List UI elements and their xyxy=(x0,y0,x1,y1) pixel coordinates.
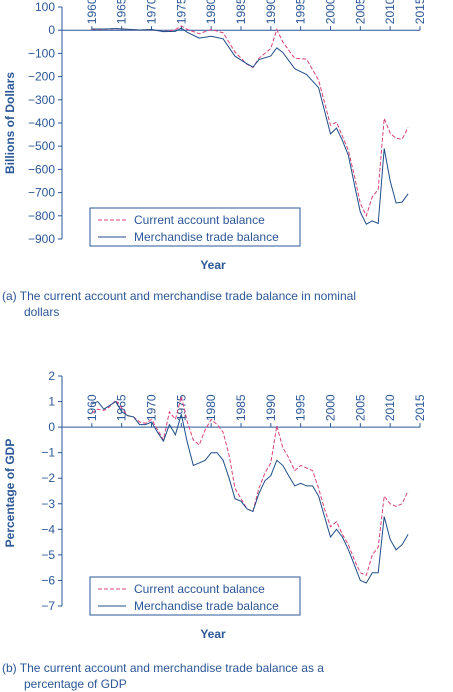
x-tick-label: 1985 xyxy=(234,0,248,24)
x-tick-label: 1995 xyxy=(294,0,308,24)
y-tick-label: −7 xyxy=(41,599,55,613)
x-tick-label: 1980 xyxy=(204,394,218,421)
x-tick-label: 2010 xyxy=(383,394,397,421)
y-axis-label: Percentage of GDP xyxy=(3,439,17,548)
x-tick-label: 1965 xyxy=(115,0,129,24)
y-tick-label: −2 xyxy=(41,471,55,485)
legend-entry: Current account balance xyxy=(134,582,265,596)
legend: Current account balance Merchandise trade… xyxy=(89,576,301,616)
y-tick-label: −500 xyxy=(28,139,55,153)
x-tick-label: 2015 xyxy=(413,0,427,24)
x-axis-label: Year xyxy=(200,627,226,641)
x-axis-label: Year xyxy=(200,258,226,272)
y-tick-label: 0 xyxy=(48,23,55,37)
y-tick-label: 2 xyxy=(48,369,55,383)
y-tick-label: −900 xyxy=(28,232,55,246)
caption-a-line2: dollars xyxy=(24,305,60,319)
x-tick-label: 2015 xyxy=(413,394,427,421)
legend-entry: Merchandise trade balance xyxy=(134,230,279,244)
legend-entry: Current account balance xyxy=(134,213,265,227)
x-tick-label: 1990 xyxy=(264,394,278,421)
y-tick-label: −5 xyxy=(41,548,55,562)
x-tick-label: 1980 xyxy=(204,0,218,24)
x-tick-label: 1990 xyxy=(264,0,278,24)
caption-b: (b) The current account and merchandise … xyxy=(2,660,442,692)
y-tick-label: −800 xyxy=(28,209,55,223)
caption-a-line1: (a) The current account and merchandise … xyxy=(2,289,356,303)
x-tick-label: 2005 xyxy=(353,0,367,24)
x-tick-label: 1975 xyxy=(174,0,188,24)
caption-a: (a) The current account and merchandise … xyxy=(2,288,442,320)
series-merchandise-trade-line xyxy=(91,400,409,584)
y-tick-label: −200 xyxy=(28,70,55,84)
series-merchandise-trade-line xyxy=(91,27,409,225)
y-axis-label: Billions of Dollars xyxy=(3,72,17,174)
x-tick-label: 2000 xyxy=(324,0,338,24)
legend-box xyxy=(89,207,301,247)
y-tick-label: −100 xyxy=(28,46,55,60)
x-tick-label: 1960 xyxy=(85,0,99,24)
y-tick-label: −1 xyxy=(41,446,55,460)
x-tick-label: 1970 xyxy=(145,0,159,24)
y-tick-label: −600 xyxy=(28,162,55,176)
y-tick-label: 0 xyxy=(48,420,55,434)
y-tick-label: 100 xyxy=(35,0,55,14)
y-tick-label: 1 xyxy=(48,395,55,409)
legend-box xyxy=(89,576,301,616)
caption-b-line1: (b) The current account and merchandise … xyxy=(2,661,324,675)
x-tick-label: 2010 xyxy=(383,0,397,24)
y-tick-label: −400 xyxy=(28,116,55,130)
x-tick-label: 2005 xyxy=(353,394,367,421)
y-tick-label: −6 xyxy=(41,573,55,587)
x-tick-label: 1960 xyxy=(85,394,99,421)
y-tick-label: −700 xyxy=(28,186,55,200)
chart-a-nominal-dollars: 100 0 −100 −200 −300 −400 −500 −600 −700 −800 −900… xyxy=(3,0,427,272)
y-tick-label: −300 xyxy=(28,93,55,107)
x-tick-label: 2000 xyxy=(324,394,338,421)
legend-entry: Merchandise trade balance xyxy=(134,599,279,613)
series-current-account-line xyxy=(91,25,409,218)
y-tick-label: −3 xyxy=(41,497,55,511)
legend: Current account balance Merchandise trade… xyxy=(89,207,301,247)
caption-b-line2: percentage of GDP xyxy=(24,677,127,691)
x-tick-label: 1985 xyxy=(234,394,248,421)
x-tick-label: 1970 xyxy=(145,394,159,421)
y-tick-label: −4 xyxy=(41,522,55,536)
x-tick-label: 1975 xyxy=(174,394,188,421)
x-tick-label: 1995 xyxy=(294,394,308,421)
